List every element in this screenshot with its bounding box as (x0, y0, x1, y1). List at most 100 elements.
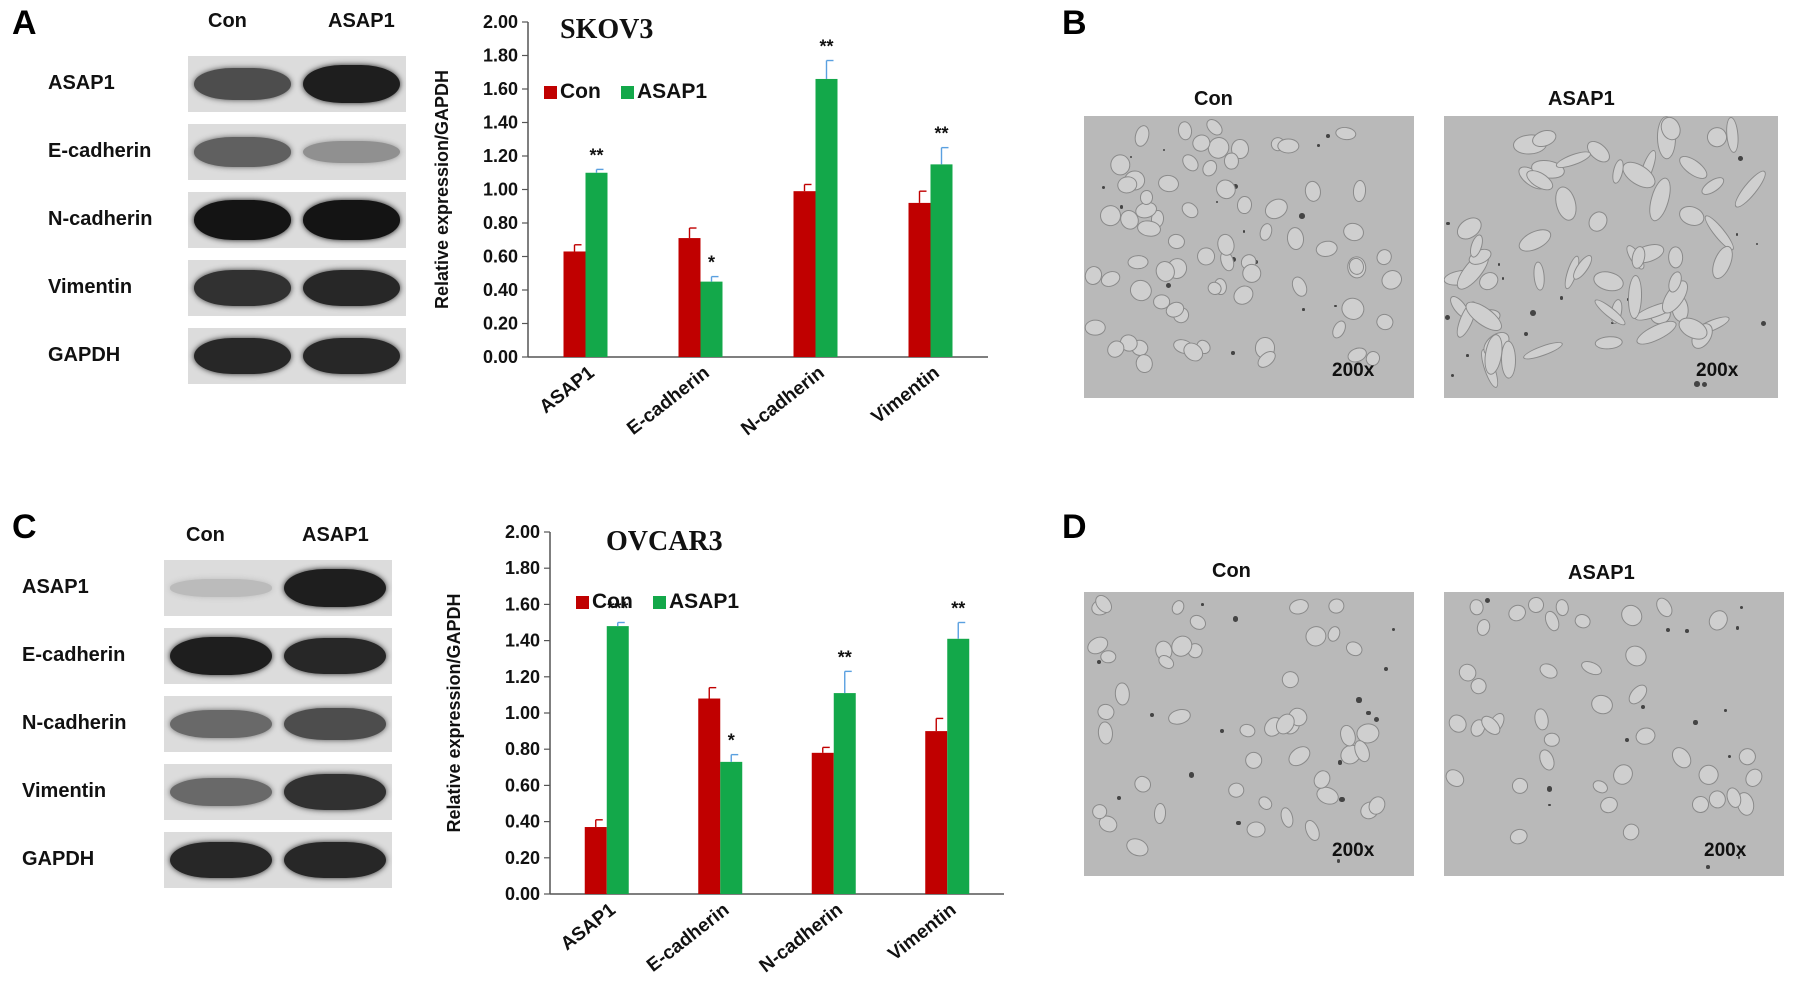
cell-shape (1139, 189, 1154, 205)
cell-shape (1515, 224, 1555, 256)
cell-shape (1578, 657, 1604, 679)
debris-dot (1546, 786, 1552, 792)
bar-asap1 (947, 638, 970, 894)
cell-shape (1633, 725, 1658, 748)
cell-shape (1157, 173, 1181, 194)
cell-shape (1302, 817, 1323, 844)
cell-shape (1590, 778, 1611, 797)
cell-shape (1334, 125, 1358, 142)
legend-swatch (621, 86, 634, 99)
debris-dot (1624, 738, 1629, 743)
cell-shape (1314, 238, 1339, 258)
blot-band (194, 68, 291, 100)
panel-letter-b: B (1062, 4, 1087, 42)
cell-shape (1533, 706, 1551, 731)
blot-row-label: N-cadherin (48, 208, 153, 230)
y-tick-label: 1.60 (505, 594, 540, 614)
cell-shape (1507, 826, 1530, 847)
y-tick-label: 0.80 (505, 739, 540, 759)
cell-shape (1590, 268, 1626, 295)
cell-shape (1212, 175, 1240, 203)
y-tick-label: 1.60 (483, 79, 518, 99)
y-tick-label: 0.20 (483, 314, 518, 334)
micrograph-label-asap1: ASAP1 (1568, 562, 1635, 584)
category-label: E-cadherin (623, 362, 713, 439)
cell-shape (1553, 147, 1593, 171)
magnification-label: 200x (1332, 360, 1375, 381)
debris-dot (1559, 296, 1564, 300)
legend-label: Con (560, 80, 601, 103)
micrograph-label-asap1: ASAP1 (1548, 88, 1615, 110)
blot-strip (188, 260, 406, 316)
cell-shape (1098, 204, 1122, 228)
micrograph-label-con: Con (1212, 560, 1251, 582)
bar-con (584, 827, 607, 894)
debris-dot (1705, 865, 1710, 869)
y-axis-label: Relative expression/GAPDH (444, 593, 464, 832)
bar-chart-ovcar3: 0.00 0.20 0.40 0.60 0.80 1.00 1.20 1.40 1.60 1.80… (420, 510, 1020, 1000)
cell-shape (1115, 174, 1139, 195)
cell-shape (1588, 692, 1616, 718)
blot-strip (188, 328, 406, 384)
category-label: N-cadherin (737, 362, 828, 440)
blot-column-asap1: ASAP1 (302, 524, 369, 546)
debris-dot (1162, 149, 1165, 152)
cell-shape (1261, 194, 1292, 223)
debris-dot (1333, 304, 1337, 308)
y-tick-label: 0.60 (505, 775, 540, 795)
panel-letter-d: D (1062, 508, 1087, 546)
y-tick-label: 0.40 (505, 812, 540, 832)
debris-dot (1702, 382, 1708, 388)
panel-letter-a: A (12, 4, 37, 42)
blot-band (303, 140, 400, 164)
debris-dot (1232, 616, 1239, 622)
debris-dot (1444, 315, 1450, 320)
cell-shape (1286, 226, 1306, 251)
cell-shape (1095, 701, 1117, 723)
cell-shape (1551, 183, 1580, 224)
blot-band (194, 200, 291, 240)
bar-asap1 (815, 78, 838, 357)
cell-shape (1084, 319, 1106, 336)
blot-band (170, 841, 272, 879)
debris-dot (1150, 712, 1155, 717)
cell-shape (1287, 596, 1311, 617)
cell-shape (1329, 318, 1350, 342)
legend-label: ASAP1 (637, 80, 707, 103)
cell-shape (1592, 296, 1629, 329)
blot-band (284, 774, 386, 810)
cell-shape (1215, 232, 1237, 257)
y-tick-label: 0.20 (505, 848, 540, 868)
blot-row-label: GAPDH (48, 344, 121, 366)
cell-shape (1178, 150, 1203, 175)
cell-shape (1675, 151, 1711, 183)
debris-dot (1231, 351, 1236, 356)
bar-con (908, 202, 931, 357)
micrograph-con: 200x (1084, 116, 1414, 398)
cell-shape (1325, 624, 1343, 644)
cell-shape (1707, 789, 1728, 810)
cell-shape (1198, 156, 1220, 179)
debris-dot (1102, 185, 1106, 190)
cell-shape (1625, 680, 1651, 708)
cell-shape (1584, 208, 1611, 236)
debris-dot (1165, 283, 1171, 289)
blot-row-label: E-cadherin (22, 644, 126, 666)
significance-label: ** (934, 124, 948, 144)
blot-band (194, 337, 291, 375)
cell-shape (1126, 275, 1156, 305)
cell-shape (1524, 593, 1547, 616)
debris-dot (1760, 320, 1766, 326)
cell-shape (1652, 594, 1676, 621)
bar-asap1 (585, 172, 608, 357)
debris-dot (1216, 200, 1219, 204)
debris-dot (1727, 754, 1731, 758)
cell-shape (1153, 802, 1167, 825)
blot-strip (164, 832, 392, 888)
debris-dot (1497, 263, 1501, 266)
debris-dot (1231, 256, 1237, 262)
cell-shape (1730, 167, 1770, 211)
debris-dot (1724, 708, 1728, 712)
debris-dot (1735, 626, 1739, 630)
blot-strip (188, 124, 406, 180)
